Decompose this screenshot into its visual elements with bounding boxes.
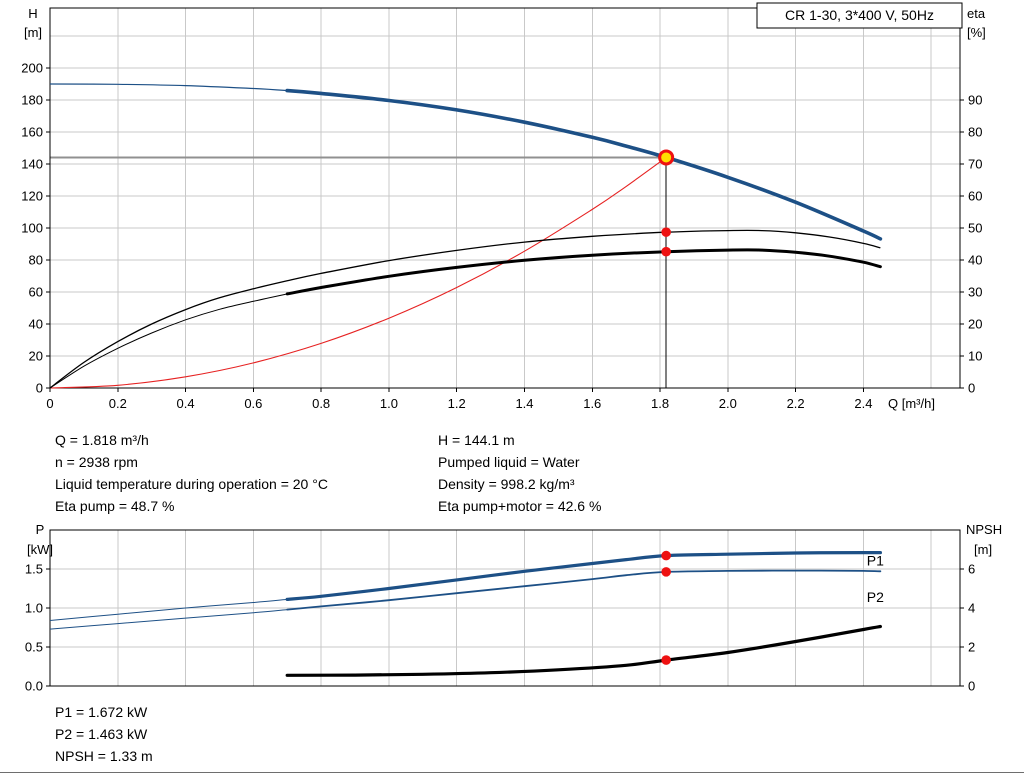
- svg-text:1.6: 1.6: [583, 396, 601, 411]
- power-info-block: P1 = 1.672 kW P2 = 1.463 kW NPSH = 1.33 …: [55, 701, 153, 767]
- series-system-curve: [49, 156, 667, 389]
- info-p2: P2 = 1.463 kW: [55, 726, 148, 742]
- series-eta-pump: [49, 229, 881, 389]
- svg-text:6: 6: [968, 562, 975, 577]
- gridlines: [50, 530, 960, 686]
- svg-text:2.4: 2.4: [854, 396, 872, 411]
- y-right-axis-label: eta: [967, 6, 986, 21]
- svg-text:20: 20: [29, 349, 43, 364]
- svg-text:90: 90: [968, 93, 982, 108]
- svg-text:100: 100: [21, 221, 43, 236]
- axis-ticks: [46, 568, 964, 687]
- duty-dot: [661, 550, 671, 561]
- svg-text:200: 200: [21, 61, 43, 76]
- svg-text:60: 60: [29, 285, 43, 300]
- duty-info-right: H = 144.1 m Pumped liquid = Water Densit…: [438, 429, 601, 517]
- info-speed: n = 2938 rpm: [55, 454, 138, 470]
- bottom-rule: [0, 772, 1024, 773]
- svg-text:160: 160: [21, 125, 43, 140]
- info-density: Density = 998.2 kg/m³: [438, 476, 575, 492]
- svg-text:0.0: 0.0: [25, 679, 43, 694]
- y-left-axis-unit: [m]: [24, 25, 42, 40]
- axis-labels: 0.0 0.5 1.0 1.5 0 2 4 6 P [kW] NPSH [m]: [25, 522, 1002, 694]
- plot-border: [49, 7, 961, 389]
- power-npsh-chart[interactable]: 0.0 0.5 1.0 1.5 0 2 4 6 P [kW] NPSH [m] P1 P2: [0, 520, 1024, 700]
- svg-text:40: 40: [29, 317, 43, 332]
- svg-text:2.2: 2.2: [787, 396, 805, 411]
- svg-text:1.0: 1.0: [25, 601, 43, 616]
- svg-text:80: 80: [968, 125, 982, 140]
- info-p1: P1 = 1.672 kW: [55, 704, 148, 720]
- svg-text:1.2: 1.2: [448, 396, 466, 411]
- info-head: H = 144.1 m: [438, 432, 515, 448]
- series-label-p1: P1: [867, 552, 884, 568]
- svg-text:4: 4: [968, 601, 975, 616]
- x-axis-label: Q [m³/h]: [888, 396, 935, 411]
- y-right-axis-unit: [%]: [967, 25, 986, 40]
- gridlines: [50, 8, 960, 388]
- y-left-axis-unit: [kW]: [27, 542, 53, 557]
- svg-text:1.5: 1.5: [25, 562, 43, 577]
- svg-text:0.8: 0.8: [312, 396, 330, 411]
- series-head: [49, 83, 883, 241]
- y-right-axis-unit: [m]: [974, 542, 992, 557]
- svg-text:0.5: 0.5: [25, 640, 43, 655]
- svg-text:80: 80: [29, 253, 43, 268]
- y-left-axis-label: P: [36, 522, 45, 537]
- series-label-p2: P2: [867, 589, 884, 605]
- duty-dot: [661, 246, 671, 257]
- chart-title-box: [756, 2, 963, 29]
- svg-text:0: 0: [968, 381, 975, 396]
- svg-text:1.0: 1.0: [380, 396, 398, 411]
- duty-point-marker[interactable]: [658, 149, 675, 166]
- svg-text:140: 140: [21, 157, 43, 172]
- duty-dot: [661, 655, 671, 665]
- svg-text:2.0: 2.0: [719, 396, 737, 411]
- duty-dot: [661, 567, 671, 577]
- info-pumped-liquid: Pumped liquid = Water: [438, 454, 580, 470]
- svg-text:1.8: 1.8: [651, 396, 669, 411]
- svg-text:0: 0: [36, 381, 43, 396]
- svg-text:70: 70: [968, 157, 982, 172]
- svg-text:180: 180: [21, 93, 43, 108]
- svg-text:1.4: 1.4: [515, 396, 533, 411]
- svg-text:0.2: 0.2: [109, 396, 127, 411]
- svg-text:0.6: 0.6: [244, 396, 262, 411]
- series-npsh: [285, 624, 882, 677]
- series-p1: [49, 551, 882, 621]
- y-right-axis-label: NPSH: [966, 522, 1002, 537]
- svg-text:0.4: 0.4: [177, 396, 195, 411]
- svg-text:2: 2: [968, 640, 975, 655]
- axis-ticks: [46, 67, 964, 392]
- svg-text:50: 50: [968, 221, 982, 236]
- info-eta-pump: Eta pump = 48.7 %: [55, 498, 175, 514]
- chart-title: CR 1-30, 3*400 V, 50Hz: [785, 7, 934, 23]
- duty-info-left: Q = 1.818 m³/h n = 2938 rpm Liquid tempe…: [55, 429, 328, 517]
- info-liquid-temp: Liquid temperature during operation = 20…: [55, 476, 328, 492]
- info-npsh: NPSH = 1.33 m: [55, 748, 153, 764]
- svg-text:60: 60: [968, 189, 982, 204]
- duty-dot: [661, 227, 671, 237]
- qh-eta-chart[interactable]: CR 1-30, 3*400 V, 50Hz020406080100120140…: [0, 0, 1024, 420]
- info-eta-pump-motor: Eta pump+motor = 42.6 %: [438, 498, 602, 514]
- svg-text:30: 30: [968, 285, 982, 300]
- y-left-axis-label: H: [28, 6, 37, 21]
- svg-text:0: 0: [46, 396, 53, 411]
- svg-text:20: 20: [968, 317, 982, 332]
- series-p2: [49, 569, 882, 630]
- svg-text:10: 10: [968, 349, 982, 364]
- svg-text:40: 40: [968, 253, 982, 268]
- svg-text:0: 0: [968, 679, 975, 694]
- svg-text:120: 120: [21, 189, 43, 204]
- series-eta-pump-motor: [49, 248, 882, 389]
- info-flow: Q = 1.818 m³/h: [55, 432, 149, 448]
- axis-labels: 0 20 40 60 80 100 120 140 160 180 200 0 10 20 30 40 50 60…: [21, 6, 986, 411]
